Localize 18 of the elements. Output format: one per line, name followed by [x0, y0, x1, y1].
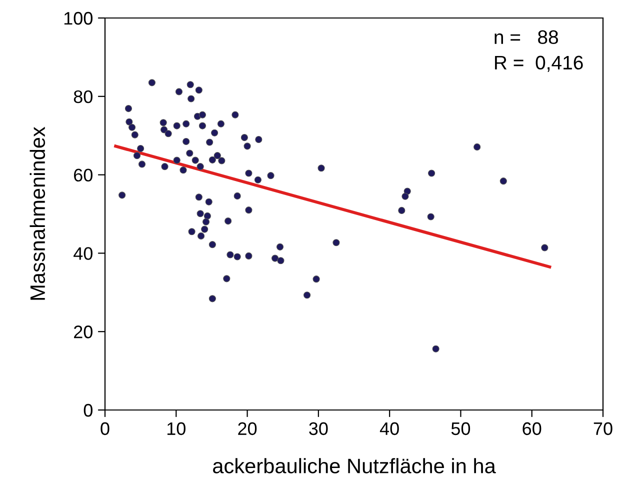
x-tick-label: 0	[100, 422, 110, 436]
y-tick-label: 0	[84, 404, 92, 417]
annotation: R = 0,416	[495, 56, 583, 72]
x-tick-label: 10	[167, 422, 186, 436]
x-tick-label: 30	[309, 422, 328, 436]
y-tick-label: 60	[74, 168, 92, 182]
y-tick-label: 80	[74, 90, 92, 104]
x-tick-label: 40	[380, 422, 399, 436]
y-axis-title: Massnahmenindex	[30, 126, 46, 300]
y-tick-label: 20	[74, 326, 92, 338]
x-tick-label: 70	[594, 422, 612, 436]
x-axis-title: ackerbauliche Nutzfläche in ha	[213, 458, 496, 474]
x-tick-label: 50	[451, 422, 470, 436]
annotation: n = 88	[494, 30, 558, 44]
y-tick-label: 40	[74, 247, 92, 260]
y-tick-label: 100	[64, 12, 92, 25]
x-tick-label: 20	[238, 422, 257, 436]
x-tick-label: 60	[522, 422, 542, 436]
